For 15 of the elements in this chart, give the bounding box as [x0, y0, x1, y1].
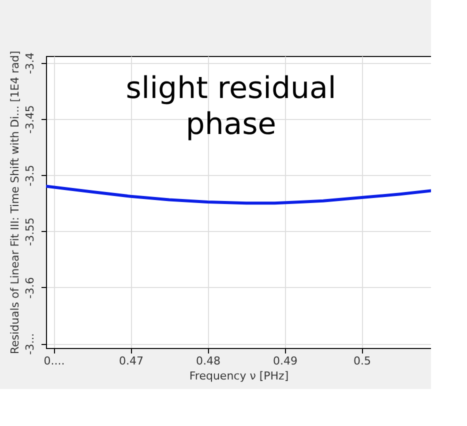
y-tick-label: -3.5 [24, 164, 36, 186]
x-axis-title: Frequency ν [PHz] [189, 370, 289, 382]
x-tick-label: 0.... [44, 354, 65, 368]
y-axis-title: Residuals of Linear Fit III: Time Shift with Di... [1E4 rad] [8, 50, 22, 354]
y-tick-label: -3.45 [24, 105, 36, 134]
line-series [46, 184, 431, 205]
annotation: slight residual phase [126, 71, 336, 142]
x-tick-label: 0.48 [196, 354, 220, 368]
x-tick-label: 0.49 [272, 354, 298, 368]
y-tick-label: -3.55 [24, 217, 36, 246]
y-tick-label: -3.6 [24, 277, 36, 299]
x-tick-label: 0.47 [118, 354, 144, 368]
x-tick-label: 0.5 [353, 354, 371, 368]
y-tick-label: -3.4 [24, 52, 36, 74]
y-tick-label: -3... [24, 333, 36, 355]
